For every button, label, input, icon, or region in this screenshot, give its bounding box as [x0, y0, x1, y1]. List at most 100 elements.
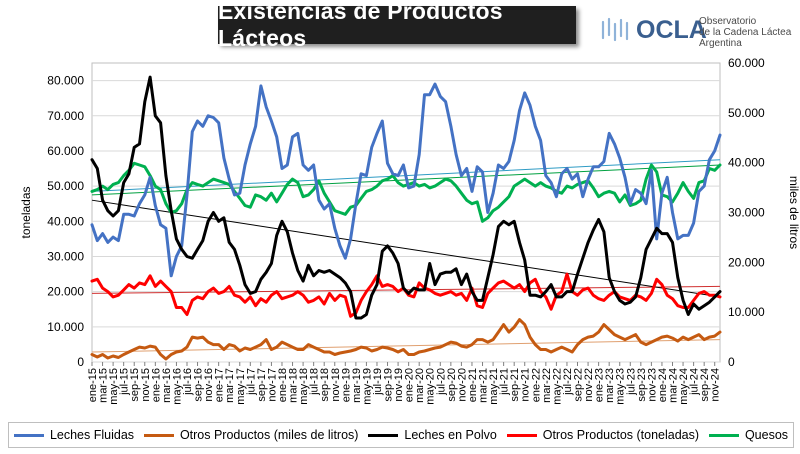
x-tick-label: jul-23 — [625, 368, 637, 396]
y2-tick-label: 30.000 — [728, 206, 765, 220]
series-leches-en-polvo-line — [90, 75, 722, 320]
x-tick-label: may-17 — [235, 368, 247, 405]
legend-swatch — [708, 433, 739, 437]
x-tick-label: sep-21 — [509, 368, 521, 402]
x-tick-label: ene-17 — [214, 368, 226, 402]
y2-tick-label: 20.000 — [728, 255, 765, 269]
legend-swatch — [143, 433, 174, 437]
legend-item-quesos: Quesos — [708, 428, 789, 442]
y2-tick-label: 50.000 — [728, 106, 765, 120]
x-tick-label: jul-15 — [119, 368, 131, 396]
x-tick-label: may-21 — [488, 368, 500, 405]
y2-axis-title: miles de litros — [787, 176, 800, 249]
x-tick-label: nov-18 — [330, 368, 342, 402]
x-tick-label: jul-17 — [245, 368, 257, 396]
y-tick-label: 0 — [77, 355, 84, 369]
x-tick-label: ene-20 — [404, 368, 416, 402]
x-tick-label: sep-19 — [383, 368, 395, 402]
x-tick-label: mar-16 — [161, 368, 173, 403]
ocla-wave-icon — [601, 17, 629, 42]
logo-line-2: de la Cadena Láctea — [699, 27, 792, 38]
x-tick-label: ene-18 — [277, 368, 289, 402]
y-tick-label: 40.000 — [47, 214, 84, 228]
x-tick-label: mar-21 — [478, 368, 490, 403]
series-leches-en-polvo-trendline — [91, 199, 721, 298]
y-tick-label: 10.000 — [47, 320, 84, 334]
x-tick-label: sep-15 — [129, 368, 141, 402]
plot-area — [91, 62, 721, 363]
x-tick-label: sep-20 — [446, 368, 458, 402]
x-tick-label: sep-17 — [256, 368, 268, 402]
line-chart: 0 10.000 20.000 30.000 40.000 50.000 60.000 70.… — [19, 56, 800, 405]
x-tick-label: jul-18 — [309, 368, 321, 396]
legend-item-otros-toneladas: Otros Productos (toneladas) — [506, 428, 700, 442]
x-tick-label: nov-20 — [456, 368, 468, 402]
logo-wordmark: OCLA — [636, 16, 707, 44]
x-tick-label: jul-20 — [435, 368, 447, 396]
x-tick-label: jul-19 — [372, 368, 384, 396]
x-tick-label: nov-22 — [583, 368, 595, 402]
legend-item-leches-polvo: Leches en Polvo — [368, 428, 497, 442]
x-tick-label: sep-23 — [636, 368, 648, 402]
y-tick-label: 60.000 — [47, 144, 84, 158]
series-quesos-line — [90, 161, 722, 223]
x-tick-label: ene-16 — [150, 368, 162, 402]
x-tick-label: sep-22 — [573, 368, 585, 402]
x-tick-label: may-23 — [615, 368, 627, 405]
x-tick-label: nov-24 — [710, 368, 722, 402]
x-tick-label: mar-18 — [288, 368, 300, 403]
x-tick-label: may-22 — [551, 368, 563, 405]
x-tick-label: mar-22 — [541, 368, 553, 403]
x-tick-label: may-15 — [108, 368, 120, 405]
legend-item-otros-litros: Otros Productos (miles de litros) — [143, 428, 359, 442]
x-tick-label: nov-19 — [393, 368, 405, 402]
x-tick-label: nov-16 — [203, 368, 215, 402]
x-tick-label: mar-15 — [98, 368, 110, 403]
logo-line-1: Observatorio — [699, 16, 757, 27]
y-axis-title: toneladas — [19, 186, 33, 238]
x-tick-label: nov-15 — [140, 368, 152, 402]
x-tick-label: ene-23 — [594, 368, 606, 402]
legend-label: Quesos — [744, 428, 789, 442]
x-tick-label: sep-18 — [319, 368, 331, 402]
legend-label: Otros Productos (toneladas) — [542, 428, 700, 442]
x-tick-label: jul-24 — [689, 368, 701, 396]
y-tick-label: 80.000 — [47, 74, 84, 88]
x-tick-label: may-16 — [171, 368, 183, 405]
legend-swatch — [13, 433, 44, 437]
y2-tick-label: 40.000 — [728, 156, 765, 170]
y-tick-label: 30.000 — [47, 249, 84, 263]
x-tick-label: jul-21 — [499, 368, 511, 396]
x-tick-label: jul-22 — [562, 368, 574, 396]
x-tick-label: mar-24 — [668, 368, 680, 403]
series-otros-productos-litros-line — [90, 318, 722, 361]
legend-item-leches-fluidas: Leches Fluidas — [13, 428, 135, 442]
x-tick-label: ene-15 — [87, 368, 99, 402]
x-tick-label: nov-21 — [520, 368, 532, 402]
legend-swatch — [506, 433, 537, 437]
chart-legend: Leches Fluidas Otros Productos (miles de… — [8, 422, 794, 448]
chart-title-box: Existencias de Productos Lácteos — [218, 0, 576, 51]
x-tick-label: nov-17 — [266, 368, 278, 402]
y2-tick-label: 60.000 — [728, 56, 765, 70]
x-tick-label: may-24 — [678, 368, 690, 405]
x-tick-label: mar-23 — [604, 368, 616, 403]
x-tick-label: may-18 — [298, 368, 310, 405]
x-tick-label: mar-19 — [351, 368, 363, 403]
y-tick-label: 50.000 — [47, 179, 84, 193]
x-tick-label: ene-21 — [467, 368, 479, 402]
y2-tick-label: 10.000 — [728, 305, 765, 319]
legend-label: Leches Fluidas — [49, 428, 135, 442]
x-tick-label: mar-20 — [414, 368, 426, 403]
ocla-logo: OCLA Observatorio de la Cadena Láctea Ar… — [600, 12, 792, 62]
chart-title: Existencias de Productos Lácteos — [218, 0, 503, 51]
x-tick-label: sep-24 — [699, 368, 711, 402]
x-tick-label: nov-23 — [646, 368, 658, 402]
x-tick-label: may-19 — [361, 368, 373, 405]
legend-label: Otros Productos (miles de litros) — [179, 428, 359, 442]
y2-tick-label: 0 — [728, 355, 735, 369]
x-tick-label: ene-24 — [657, 368, 669, 402]
x-tick-label: ene-19 — [340, 368, 352, 402]
y-tick-label: 20.000 — [47, 285, 84, 299]
x-tick-label: ene-22 — [530, 368, 542, 402]
